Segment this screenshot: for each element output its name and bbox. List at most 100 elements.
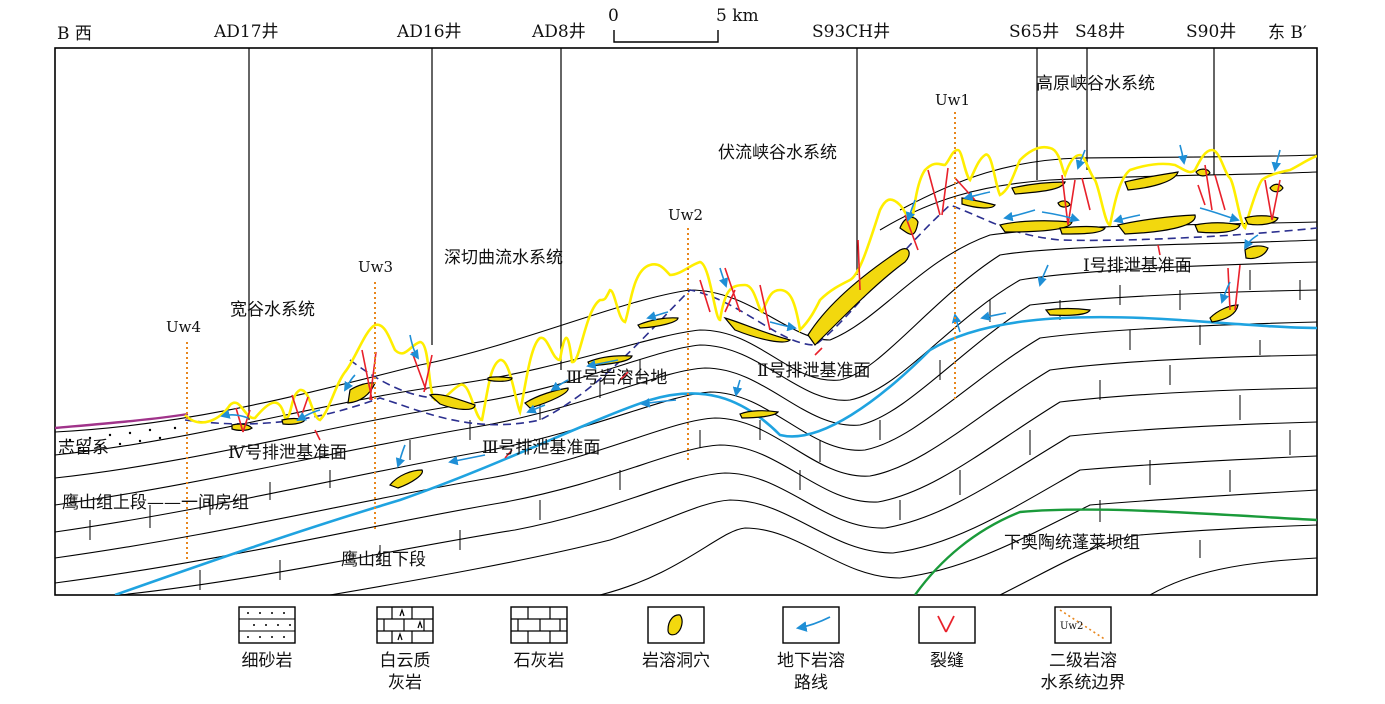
stratum-label-upper-yingshan: 鹰山组上段——一间房组 [62, 493, 249, 513]
flow-arrow [395, 444, 406, 468]
bed-line [329, 455, 1317, 595]
system-label-plateau-canyon: 高原峡谷水系统 [1036, 74, 1155, 94]
scale-bar [613, 30, 719, 43]
legend-label-boundary: 二级岩溶 水系统边界 [1040, 651, 1126, 693]
flow-arrow [1037, 264, 1049, 287]
legend-icon-limestone [510, 606, 568, 644]
system-label-wide-valley: 宽谷水系统 [230, 300, 315, 320]
stratum-label-silurian: 志留系 [58, 438, 109, 458]
flow-arrow [963, 191, 991, 202]
east-label: 东 B′ [1268, 23, 1307, 43]
flow-arrow [1244, 234, 1259, 250]
base-level-label-2: Ⅱ号排泄基准面 [757, 361, 871, 381]
base-level-label-1: Ⅰ号排泄基准面 [1083, 256, 1192, 276]
bed-line [55, 387, 1317, 584]
cave [428, 393, 476, 410]
fracture [235, 407, 251, 433]
base-level-label-3: Ⅲ号排泄基准面 [482, 438, 601, 458]
system-label-subsurface-canyon: 伏流峡谷水系统 [718, 143, 837, 163]
well-label-ad17: AD17井 [214, 22, 279, 42]
cave [1194, 222, 1241, 234]
flow-arrow [1041, 211, 1080, 223]
bed-line [879, 171, 1317, 231]
cave [524, 387, 569, 409]
flow-arrows [220, 144, 1281, 468]
legend-label-dolomitic-limestone: 白云质 灰岩 [379, 651, 431, 693]
silurian-top-line [55, 412, 189, 430]
bed-line [599, 489, 1317, 595]
flow-arrow [905, 199, 916, 222]
fractures [235, 164, 1281, 459]
flow-arrow [1075, 149, 1086, 170]
legend-icon-fine-sandstone [238, 606, 296, 644]
karst-caves [231, 168, 1284, 489]
boundary-label-uw1: Uw1 [935, 91, 971, 109]
legend-icon-fracture [918, 606, 976, 644]
legend-label-karst-cave: 岩溶洞穴 [642, 651, 710, 671]
flow-arrow [220, 409, 249, 419]
base-level-dashed [184, 204, 1317, 426]
karst-platform-label-3: Ⅲ号岩溶台地 [566, 368, 668, 388]
well-label-s65: S65井 [1009, 22, 1060, 42]
base-level-label-4: Ⅳ号排泄基准面 [228, 443, 347, 463]
cave [807, 248, 910, 346]
bed-line [999, 524, 1317, 595]
flow-arrow [409, 334, 420, 360]
bed-line [55, 354, 1317, 559]
legend-label-karst-route: 地下岩溶 路线 [777, 651, 845, 693]
flow-arrow [769, 321, 797, 332]
boundary-label-uw2: Uw2 [668, 206, 704, 224]
cave [1244, 215, 1279, 226]
bed-line [899, 154, 1317, 211]
cave [1057, 200, 1071, 208]
flow-arrow [646, 311, 669, 321]
fracture [1197, 164, 1226, 211]
cave [1116, 214, 1196, 235]
cave [487, 376, 513, 382]
cave [1011, 181, 1066, 195]
flow-arrow [586, 359, 619, 370]
fracture [759, 284, 771, 331]
fracture [1157, 244, 1161, 256]
stratum-label-penglaiba: 下奥陶统蓬莱坝组 [1004, 533, 1140, 553]
well-label-s90: S90井 [1186, 22, 1237, 42]
legend-label-fine-sandstone: 细砂岩 [241, 651, 293, 671]
fracture [1227, 264, 1241, 311]
stratum-label-lower-yingshan: 鹰山组下段 [341, 550, 426, 570]
fracture [314, 429, 321, 441]
boundary-label-uw4: Uw4 [166, 318, 202, 336]
legend-icon-boundary [1054, 606, 1112, 644]
cave [1244, 245, 1269, 260]
flow-arrow [640, 398, 677, 408]
fracture [619, 371, 629, 381]
cave [961, 197, 996, 209]
flow-arrow [980, 311, 1007, 321]
well-label-s93ch: S93CH井 [812, 22, 891, 42]
bed-line [1149, 557, 1317, 595]
fracture [814, 347, 823, 356]
karst-route-line [114, 315, 1317, 595]
flow-arrow [526, 404, 546, 414]
fracture [361, 349, 377, 401]
legend-icons [238, 606, 1112, 644]
cave [1044, 307, 1091, 316]
legend-icon-boundary-text: Uw2 [1060, 621, 1084, 632]
fracture [504, 449, 513, 459]
scale-zero-label: 0 [608, 6, 619, 26]
flow-arrow [732, 379, 743, 397]
cave [637, 317, 679, 329]
well-label-ad16: AD16井 [397, 22, 462, 42]
system-boundaries [186, 112, 956, 560]
flow-arrow [1178, 144, 1188, 165]
cave [389, 469, 424, 489]
flow-arrow [1219, 281, 1231, 304]
boundary-label-uw3: Uw3 [358, 258, 394, 276]
flow-arrow [296, 409, 321, 421]
fracture [857, 239, 861, 291]
karst-surface-line [184, 145, 1317, 424]
well-label-ad8: AD8井 [532, 22, 586, 42]
legend-label-fracture: 裂缝 [930, 651, 964, 671]
cave [1195, 168, 1211, 177]
well-lines [248, 48, 1215, 420]
well-label-s48: S48井 [1075, 22, 1126, 42]
